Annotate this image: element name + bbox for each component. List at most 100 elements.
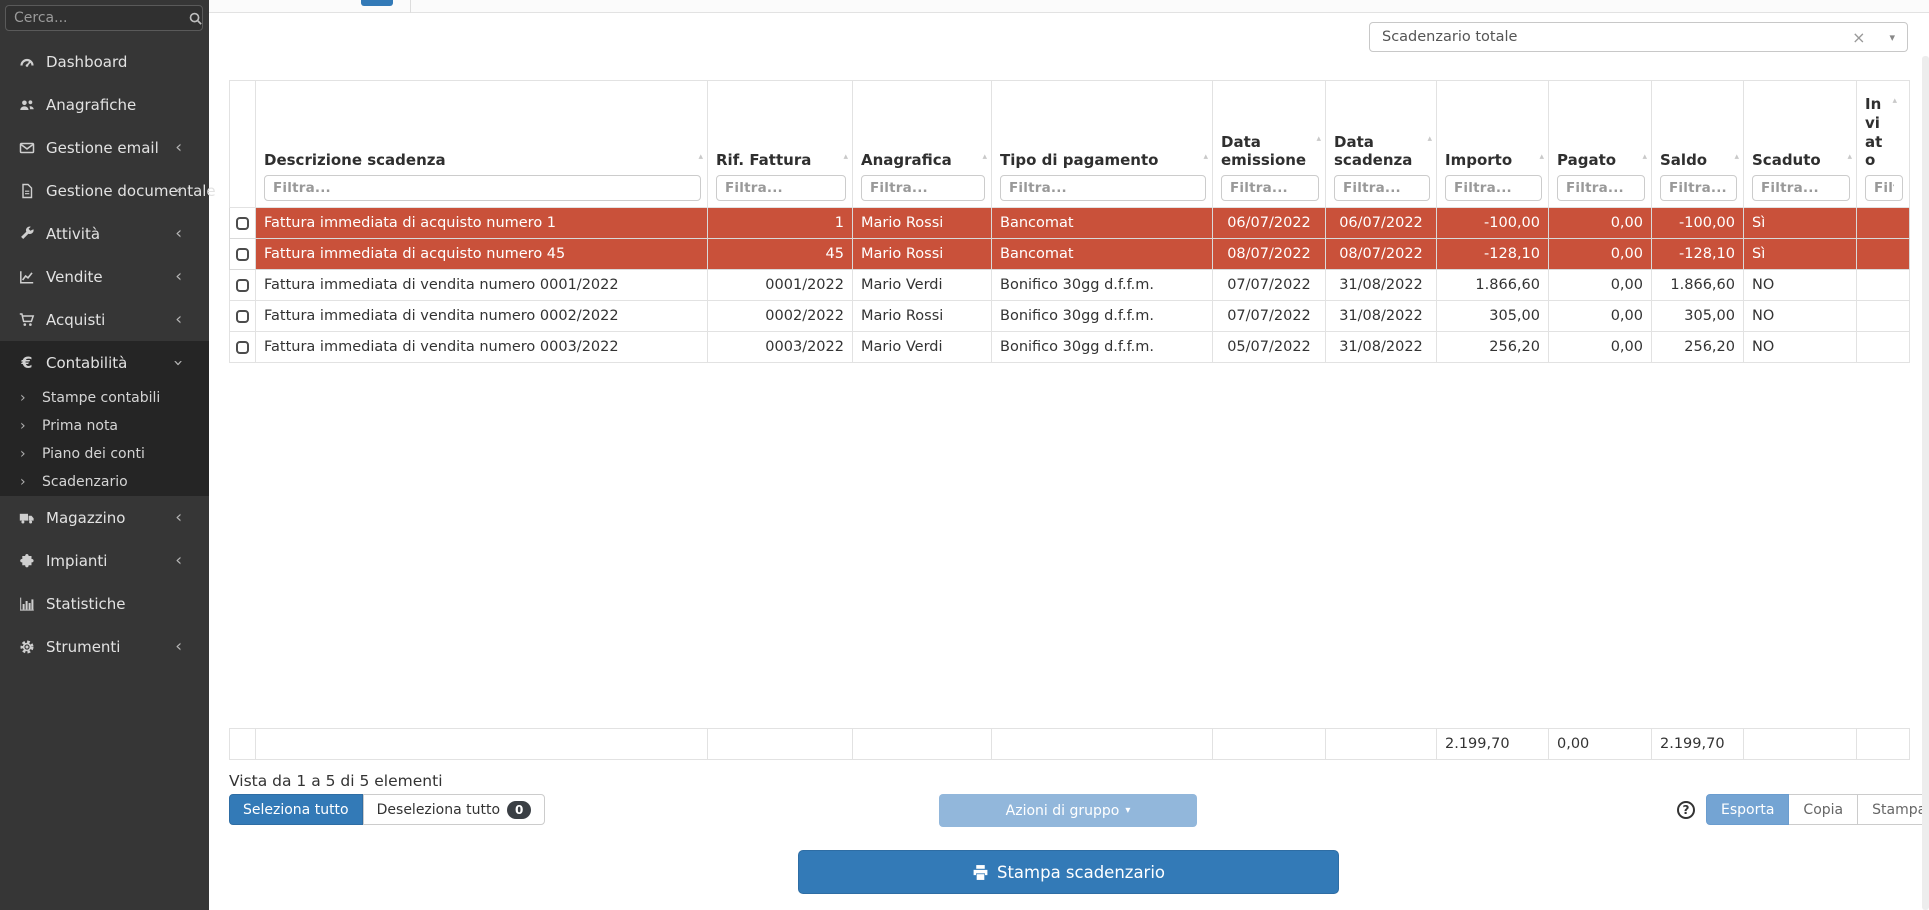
sidebar-item-scadenzario[interactable]: › Scadenzario <box>0 468 209 496</box>
chevron-down-icon: ‹ <box>168 359 189 366</box>
selection-buttons: Seleziona tutto Deseleziona tutto 0 <box>229 794 546 825</box>
sidebar-subitem-label: Piano dei conti <box>42 446 145 462</box>
filter-importo-input[interactable] <box>1445 175 1542 201</box>
chevron-left-icon: ‹ <box>175 137 182 157</box>
sort-icon: ▴ <box>1642 152 1647 163</box>
deseleziona-tutto-button[interactable]: Deseleziona tutto 0 <box>362 794 546 825</box>
col-importo-header: Importo ▴ <box>1436 80 1549 208</box>
clear-icon[interactable]: × <box>1852 27 1866 47</box>
total-pagato: 0,00 <box>1548 728 1652 760</box>
chevron-right-icon: › <box>20 446 26 462</box>
table-row[interactable]: Fattura immediata di vendita numero 0001… <box>229 269 1910 301</box>
copia-button[interactable]: Copia <box>1789 794 1859 825</box>
sidebar-subitem-label: Stampe contabili <box>42 390 161 406</box>
col-data-emissione-header: Data emissione ▴ <box>1212 80 1326 208</box>
sidebar-item-label: Gestione email <box>46 138 159 157</box>
sort-icon: ▴ <box>843 152 848 163</box>
row-checkbox[interactable] <box>236 340 249 354</box>
sidebar-item-stampe-contabili[interactable]: › Stampe contabili <box>0 384 209 412</box>
sort-icon: ▴ <box>698 152 703 163</box>
chart-line-icon <box>17 269 37 285</box>
sidebar-item-magazzino[interactable]: Magazzino ‹ <box>0 496 209 539</box>
row-checkbox[interactable] <box>236 278 249 292</box>
vertical-scrollbar[interactable] <box>1922 56 1929 910</box>
seleziona-tutto-button[interactable]: Seleziona tutto <box>229 794 363 825</box>
search-icon[interactable] <box>188 11 203 26</box>
sort-icon: ▴ <box>1316 133 1321 144</box>
sidebar-item-prima-nota[interactable]: › Prima nota <box>0 412 209 440</box>
sort-icon: ▴ <box>1427 133 1432 144</box>
sort-icon: ▴ <box>1734 152 1739 163</box>
col-tipo-pagamento-header: Tipo di pagamento ▴ <box>991 80 1213 208</box>
filter-anagrafica-input[interactable] <box>861 175 985 201</box>
sidebar-item-acquisti[interactable]: Acquisti ‹ <box>0 298 209 341</box>
active-tab-indicator[interactable] <box>361 0 393 6</box>
table-row[interactable]: Fattura immediata di vendita numero 0002… <box>229 300 1910 332</box>
sidebar-item-label: Anagrafiche <box>46 95 137 114</box>
sidebar-item-gestione-email[interactable]: Gestione email ‹ <box>0 126 209 169</box>
chevron-left-icon: ‹ <box>175 266 182 286</box>
scope-select[interactable]: Scadenzario totale × ▾ <box>1369 22 1908 52</box>
sort-icon: ▴ <box>1539 152 1544 163</box>
azioni-di-gruppo-button[interactable]: Azioni di gruppo ▾ <box>939 794 1197 827</box>
filter-descrizione-input[interactable] <box>264 175 701 201</box>
sidebar-item-impianti[interactable]: Impianti ‹ <box>0 539 209 582</box>
filter-tipo-pagamento-input[interactable] <box>1000 175 1206 201</box>
chevron-left-icon: ‹ <box>175 507 182 527</box>
sidebar-item-dashboard[interactable]: Dashboard <box>0 40 209 83</box>
filter-scaduto-input[interactable] <box>1752 175 1850 201</box>
wrench-icon <box>17 226 37 242</box>
sidebar: Dashboard Anagrafiche Gestione email ‹ G… <box>0 0 216 910</box>
total-importo: 2.199,70 <box>1436 728 1549 760</box>
sidebar-item-strumenti[interactable]: Strumenti ‹ <box>0 625 209 668</box>
col-saldo-header: Saldo ▴ <box>1651 80 1744 208</box>
sidebar-item-anagrafiche[interactable]: Anagrafiche <box>0 83 209 126</box>
row-checkbox[interactable] <box>236 216 249 230</box>
gear-icon <box>17 639 37 655</box>
sidebar-item-vendite[interactable]: Vendite ‹ <box>0 255 209 298</box>
chevron-left-icon: ‹ <box>175 550 182 570</box>
sidebar-subitem-label: Prima nota <box>42 418 119 434</box>
row-checkbox[interactable] <box>236 309 249 323</box>
filter-saldo-input[interactable] <box>1660 175 1737 201</box>
filter-pagato-input[interactable] <box>1557 175 1645 201</box>
sidebar-item-contabilita[interactable]: € Contabilità ‹ <box>0 341 209 384</box>
esporta-button[interactable]: Esporta <box>1706 794 1790 825</box>
filter-inviato-input[interactable] <box>1865 175 1903 201</box>
users-icon <box>17 97 37 113</box>
chevron-left-icon: ‹ <box>175 636 182 656</box>
scadenze-table: Descrizione scadenza▴ Rif. Fattura▴ Anag… <box>229 80 1910 363</box>
table-row[interactable]: Fattura immediata di vendita numero 0003… <box>229 331 1910 363</box>
row-checkbox[interactable] <box>236 247 249 261</box>
sidebar-item-piano-dei-conti[interactable]: › Piano dei conti <box>0 440 209 468</box>
cart-icon <box>17 312 37 328</box>
chevron-right-icon: › <box>20 474 26 490</box>
search-input[interactable] <box>14 10 188 26</box>
sidebar-item-label: Impianti <box>46 551 108 570</box>
sort-icon: ▴ <box>1892 96 1897 106</box>
table-row[interactable]: Fattura immediata di acquisto numero 45 … <box>229 238 1910 270</box>
sort-icon: ▴ <box>1203 152 1208 163</box>
printer-icon <box>973 864 988 880</box>
table-row[interactable]: Fattura immediata di acquisto numero 1 1… <box>229 207 1910 239</box>
filter-data-emissione-input[interactable] <box>1221 175 1319 201</box>
caret-down-icon: ▾ <box>1125 805 1131 816</box>
tab-separator <box>410 0 411 13</box>
filter-rif-fattura-input[interactable] <box>716 175 846 201</box>
stampa-scadenzario-button[interactable]: Stampa scadenzario <box>798 850 1339 894</box>
col-rif-fattura-header: Rif. Fattura ▴ <box>707 80 853 208</box>
sidebar-item-gestione-documentale[interactable]: Gestione documentale ‹ <box>0 169 216 212</box>
sidebar-nav: Dashboard Anagrafiche Gestione email ‹ G… <box>0 40 216 668</box>
sidebar-item-label: Contabilità <box>46 353 128 372</box>
scope-select-value: Scadenzario totale <box>1382 29 1518 45</box>
sidebar-item-statistiche[interactable]: Statistiche <box>0 582 209 625</box>
file-icon <box>17 183 37 199</box>
sidebar-item-attivita[interactable]: Attività ‹ <box>0 212 209 255</box>
export-buttons: Esporta Copia Stampa <box>1706 794 1929 825</box>
filter-data-scadenza-input[interactable] <box>1334 175 1430 201</box>
help-icon[interactable]: ? <box>1677 801 1695 819</box>
caret-down-icon[interactable]: ▾ <box>1889 30 1895 44</box>
stampa-button[interactable]: Stampa <box>1858 794 1929 825</box>
chevron-left-icon: ‹ <box>175 309 182 329</box>
